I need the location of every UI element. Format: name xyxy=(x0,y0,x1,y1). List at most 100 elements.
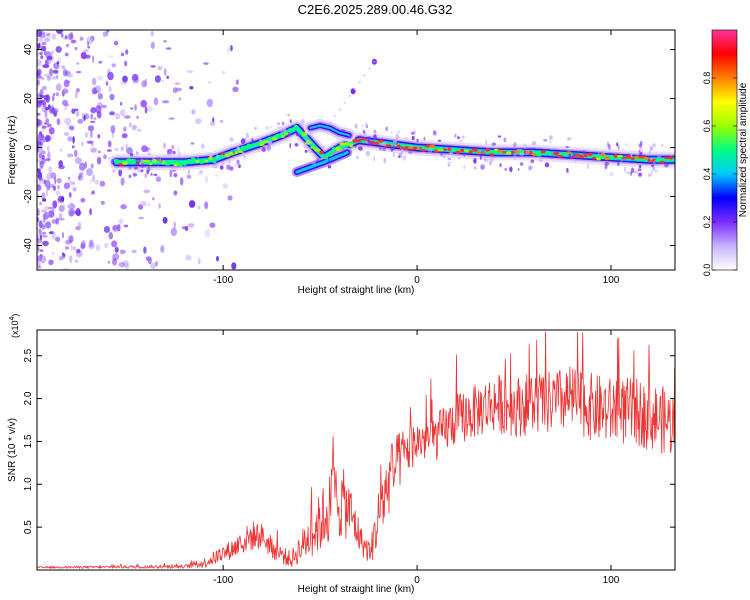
ridge-scatter xyxy=(567,169,570,174)
ridge-scatter xyxy=(616,142,619,147)
noise-blob xyxy=(90,113,93,120)
noise-blob xyxy=(46,172,52,181)
noise-blob xyxy=(227,46,231,53)
noise-blob xyxy=(74,91,78,99)
noise-blob xyxy=(84,161,88,169)
noise-blob xyxy=(141,145,148,153)
ridge-scatter xyxy=(383,157,387,164)
ridge-scatter xyxy=(245,132,250,139)
ridge-scatter xyxy=(516,148,522,152)
noise-blob xyxy=(81,170,84,179)
ridge-blob xyxy=(489,153,495,156)
noise-blob xyxy=(60,148,63,152)
noise-blob xyxy=(90,147,97,153)
ridge-scatter xyxy=(282,128,287,133)
noise-blob xyxy=(173,221,176,229)
ridge-scatter xyxy=(354,145,357,149)
noise-blob xyxy=(45,51,52,59)
ridge-scatter xyxy=(609,172,614,177)
ridge-scatter xyxy=(479,155,482,160)
noise-blob xyxy=(55,83,62,92)
ridge-blob xyxy=(408,146,414,150)
ridge-scatter xyxy=(649,157,653,161)
ridge-blob xyxy=(447,147,452,152)
noise-blob xyxy=(109,111,116,116)
ridge-scatter xyxy=(630,152,633,158)
noise-blob xyxy=(150,30,154,37)
noise-blob xyxy=(62,68,68,77)
noise-blob xyxy=(67,153,74,158)
ridge-scatter xyxy=(401,146,404,150)
noise-blob xyxy=(98,60,103,64)
ridge-scatter xyxy=(565,145,569,149)
noise-blob xyxy=(94,180,100,185)
noise-blob xyxy=(69,125,75,131)
ridge-scatter xyxy=(132,172,138,177)
ridge-scatter xyxy=(280,128,283,135)
noise-blob xyxy=(69,255,73,264)
ridge-scatter xyxy=(224,152,227,156)
noise-blob xyxy=(64,52,69,57)
noise-blob xyxy=(46,125,51,128)
noise-blob xyxy=(62,267,70,270)
ridge-scatter xyxy=(219,165,224,170)
ridge-scatter xyxy=(420,146,422,151)
ridge-scatter xyxy=(150,172,153,176)
ridge-scatter xyxy=(481,149,485,154)
ridge-blob xyxy=(191,157,196,161)
noise-blob xyxy=(118,218,124,225)
noise-blob xyxy=(43,222,46,228)
ridge-scatter xyxy=(448,152,454,155)
ridge-blob xyxy=(477,151,482,155)
ridge-blob xyxy=(387,144,392,147)
ridge-scatter xyxy=(509,166,513,173)
noise-blob xyxy=(61,65,66,69)
noise-blob xyxy=(96,156,102,165)
noise-blob xyxy=(155,176,162,182)
noise-blob xyxy=(44,35,51,40)
ridge-scatter xyxy=(650,169,653,174)
ridge-scatter xyxy=(152,157,155,163)
noise-blob xyxy=(80,51,87,60)
noise-blob xyxy=(111,130,114,139)
ridge-scatter xyxy=(177,150,181,157)
ridge-scatter xyxy=(136,161,139,166)
noise-blob xyxy=(131,73,139,82)
ridge-blob xyxy=(468,150,473,154)
noise-blob xyxy=(79,162,86,171)
snr-panel: -100 0 100 0.5 1.0 1.5 2.0 2.5 Height of straig… xyxy=(7,314,676,595)
ridge-scatter xyxy=(397,130,401,134)
ridge-scatter xyxy=(304,149,308,153)
ridge-scatter xyxy=(140,169,144,173)
ridge-scatter xyxy=(624,166,626,173)
ridge-scatter xyxy=(489,161,492,166)
ridge-scatter xyxy=(491,142,496,146)
noise-blob xyxy=(55,190,61,196)
noise-blob xyxy=(52,200,58,209)
ridge-scatter xyxy=(365,140,368,144)
ridge-blob xyxy=(161,160,166,165)
noise-blob xyxy=(58,205,65,212)
snr-frame xyxy=(36,329,676,571)
ridge-scatter xyxy=(385,126,388,132)
ridge-scatter xyxy=(173,173,178,178)
ridge-scatter xyxy=(107,156,110,160)
noise-blob xyxy=(123,224,129,228)
spec-ytick-label: 0 xyxy=(23,144,34,150)
noise-blob xyxy=(150,41,155,50)
ridge-scatter xyxy=(241,152,245,156)
noise-blob xyxy=(37,68,42,75)
ridge-scatter xyxy=(358,146,363,151)
ridge-blob xyxy=(357,138,362,142)
noise-blob xyxy=(168,117,175,120)
ridge-scatter xyxy=(625,143,628,147)
colorbar-tick-label: 0.0 xyxy=(702,264,712,277)
ridge-scatter xyxy=(236,146,240,151)
ridge-blob xyxy=(523,150,529,155)
ridge-scatter xyxy=(637,168,642,171)
ridge-blob xyxy=(374,141,379,146)
ridge-blob xyxy=(275,133,282,138)
ridge-scatter xyxy=(485,139,488,146)
noise-blob xyxy=(42,198,47,202)
noise-blob xyxy=(38,42,41,49)
